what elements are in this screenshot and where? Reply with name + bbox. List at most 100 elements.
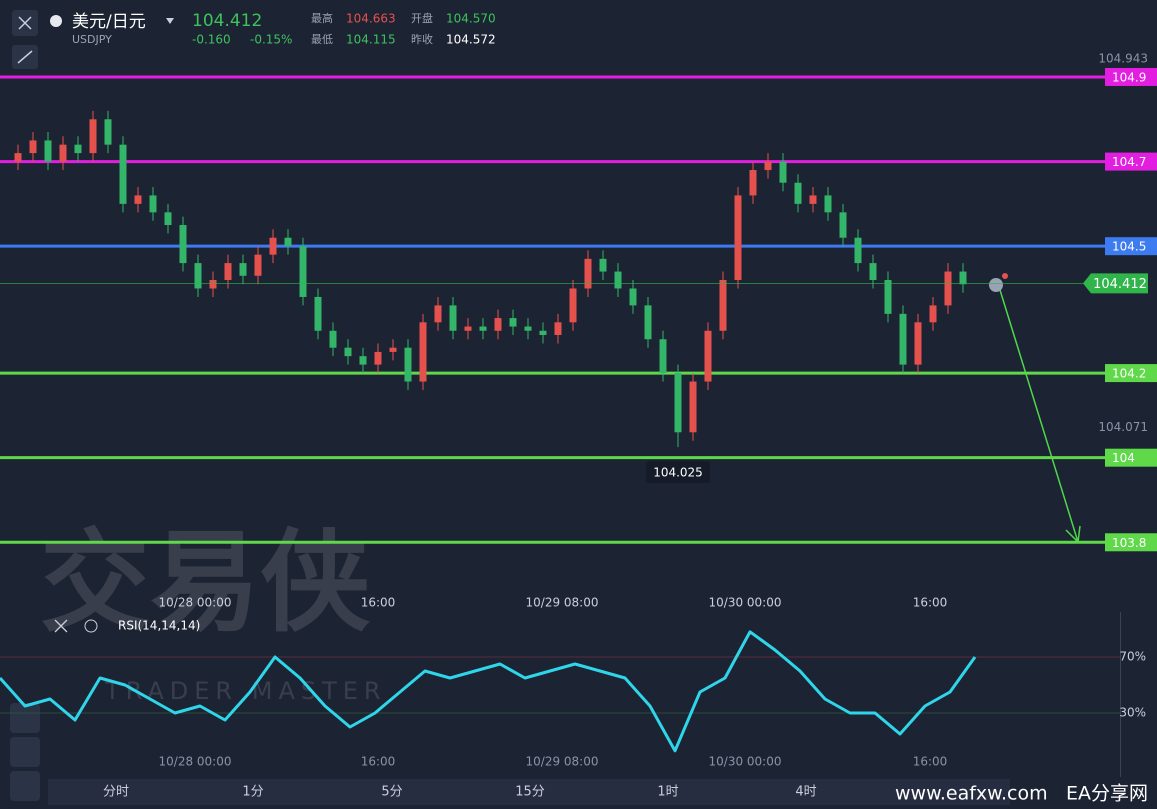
x-tick-label: 16:00	[913, 755, 948, 769]
candle-body	[224, 263, 232, 281]
candle-body	[734, 195, 742, 281]
x-tick-label: 10/29 08:00	[526, 755, 599, 769]
candle-body	[839, 212, 847, 238]
candle-body	[314, 296, 322, 331]
candle-body	[599, 258, 607, 272]
level-label: 103.8	[1112, 536, 1146, 550]
candle-body	[554, 322, 562, 336]
candle-body	[284, 237, 292, 247]
candle-body	[419, 322, 427, 382]
rsi-close[interactable]	[54, 619, 68, 633]
low: 104.115	[346, 33, 396, 47]
timeframe-tab[interactable]: 分时	[103, 785, 129, 800]
candle-body	[659, 339, 667, 374]
candle-body	[704, 330, 712, 382]
level-tag	[1105, 67, 1157, 86]
rsi-axis-border	[1120, 612, 1121, 777]
candle-body	[29, 140, 37, 154]
candle-body	[689, 381, 697, 433]
change-pct: -0.15%	[250, 33, 292, 47]
candle-body	[74, 144, 82, 154]
timeframe-tab[interactable]: 15分	[515, 785, 545, 800]
candle-body	[164, 212, 172, 226]
candle-body	[14, 153, 22, 162]
y-tick-label: 104.943	[1098, 51, 1148, 65]
watermark-bg	[1010, 779, 1157, 809]
candle-body	[389, 347, 397, 352]
timeframe-tab[interactable]: 1时	[657, 785, 678, 800]
indicator-button[interactable]	[10, 771, 40, 801]
rsi-settings[interactable]	[84, 619, 98, 633]
open: 104.570	[446, 12, 496, 26]
change: -0.160	[192, 33, 231, 47]
candle-body	[344, 347, 352, 357]
level-label: 104.5	[1112, 240, 1146, 254]
symbol-name[interactable]: 美元/日元	[72, 12, 146, 32]
watermark-site: www.eafxw.com	[895, 783, 1048, 805]
last-price-tag	[1083, 273, 1148, 294]
timeframe-tab[interactable]: 5分	[381, 785, 402, 800]
candle-body	[509, 318, 517, 327]
candle-body	[959, 271, 967, 285]
candle-body	[149, 195, 157, 213]
label: 最高	[311, 11, 333, 25]
candle-body	[569, 288, 577, 323]
candle-body	[584, 258, 592, 289]
candle-body	[449, 305, 457, 331]
candle-body	[209, 280, 217, 289]
timeframe-tab[interactable]: 4时	[795, 785, 816, 800]
level-label: 104	[1112, 451, 1135, 465]
rsi-line	[0, 630, 977, 753]
draw-button[interactable]	[10, 737, 40, 767]
candle-body	[374, 351, 382, 365]
label: 昨收	[411, 32, 433, 46]
watermark-site-name: EA分享网	[1066, 783, 1148, 805]
level-label: 104.9	[1112, 70, 1146, 84]
candle-body	[914, 322, 922, 365]
candle-body	[254, 254, 262, 276]
symbol-code: USDJPY	[72, 33, 112, 46]
candle-body	[434, 305, 442, 323]
candle-body	[134, 195, 142, 204]
candle-body	[809, 195, 817, 204]
level-tag	[1105, 152, 1157, 171]
candle-body	[539, 330, 547, 336]
candle-body	[824, 195, 832, 213]
candle-body	[194, 263, 202, 289]
candle-body	[869, 263, 877, 281]
candle-body	[89, 119, 97, 154]
info-icon[interactable]	[989, 278, 1003, 292]
x-tick-label: 10/28 00:00	[159, 755, 232, 769]
x-tick-label: 10/30 00:00	[709, 596, 782, 610]
candle-body	[44, 140, 52, 162]
label: 开盘	[411, 11, 433, 25]
price: 104.412	[192, 11, 262, 31]
level-tag	[1105, 364, 1157, 383]
x-tick-label: 16:00	[361, 596, 396, 610]
candle-body	[104, 119, 112, 145]
candle-body	[899, 313, 907, 365]
candle-body	[719, 280, 727, 331]
candle-body	[674, 373, 682, 433]
high: 104.663	[346, 12, 396, 26]
dropdown-icon[interactable]	[166, 18, 174, 24]
watermark: TRADER MASTER	[104, 677, 387, 705]
level-label: 104.7	[1112, 155, 1146, 169]
low-annotation-box	[646, 461, 710, 484]
candle-body	[494, 318, 502, 331]
candle-body	[464, 326, 472, 331]
candle-body	[644, 305, 652, 340]
candle-body	[329, 330, 337, 348]
candle-body	[884, 280, 892, 314]
x-tick-label: 10/28 00:00	[159, 596, 232, 610]
candle-body	[779, 161, 787, 183]
x-tick-label: 16:00	[361, 755, 396, 769]
timeframe-tab[interactable]: 1分	[242, 785, 263, 800]
candle-body	[944, 271, 952, 306]
candle-body	[629, 288, 637, 306]
tool-button[interactable]	[10, 703, 40, 733]
candle-body	[359, 356, 367, 365]
y-tick-label: 30%	[1119, 706, 1146, 720]
low-annotation: 104.025	[653, 466, 703, 480]
candle-body	[299, 246, 307, 297]
